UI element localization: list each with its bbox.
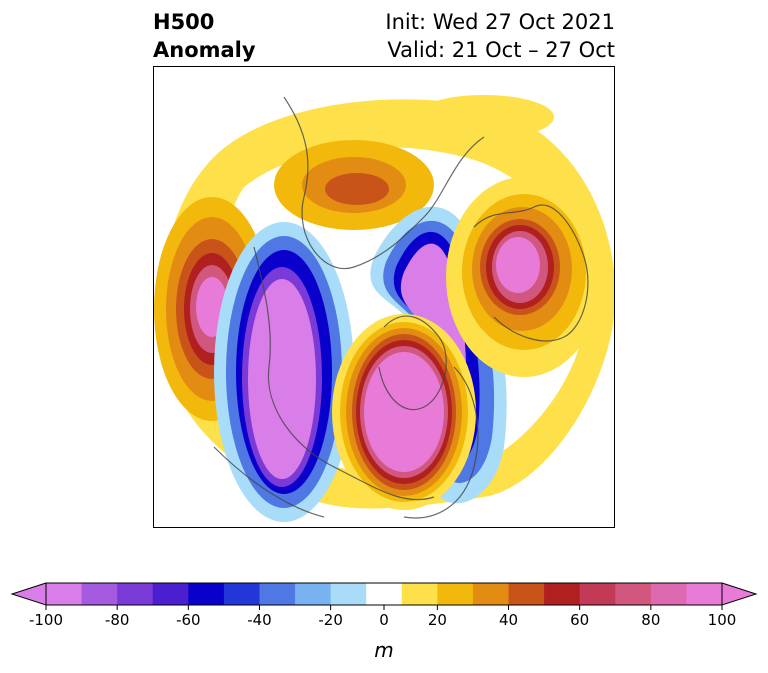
colorbar-tick-label: 0 bbox=[379, 611, 389, 629]
colorbar-tick-label: 40 bbox=[499, 611, 518, 629]
colorbar-cell bbox=[544, 583, 581, 605]
colorbar-tick-label: 60 bbox=[570, 611, 589, 629]
variable-label: H500 bbox=[153, 10, 215, 34]
colorbar-cell bbox=[152, 583, 189, 605]
colorbar-tick-label: -80 bbox=[105, 611, 130, 629]
colorbar-under-arrow bbox=[10, 582, 47, 606]
colorbar-cell bbox=[472, 583, 510, 605]
map-title: H500 Anomaly bbox=[153, 8, 256, 64]
colorbar-cell bbox=[650, 583, 687, 605]
colorbar-cell bbox=[615, 583, 652, 605]
coastlines bbox=[213, 96, 589, 519]
valid-range-label: Valid: 21 Oct – 27 Oct bbox=[387, 38, 615, 62]
colorbar-cell bbox=[81, 583, 118, 605]
colorbar-cell bbox=[401, 583, 438, 605]
anomaly-label: Anomaly bbox=[153, 38, 256, 62]
colorbar-unit: m bbox=[374, 638, 393, 662]
colorbar-cell bbox=[686, 583, 723, 605]
colorbar-ticks: -100 -80 -60 -40 -20 0 20 40 60 80 100 bbox=[29, 605, 736, 629]
colorbar-tick-label: -40 bbox=[247, 611, 272, 629]
init-date-label: Init: Wed 27 Oct 2021 bbox=[385, 10, 615, 34]
colorbar-cell bbox=[437, 583, 474, 605]
colorbar-cell bbox=[330, 583, 367, 605]
polar-stereographic-map bbox=[153, 66, 615, 528]
colorbar-cell bbox=[117, 583, 154, 605]
colorbar-cells bbox=[10, 582, 758, 606]
colorbar-cell bbox=[259, 583, 296, 605]
colorbar-cell bbox=[295, 583, 332, 605]
colorbar-tick-label: -20 bbox=[318, 611, 343, 629]
date-info: Init: Wed 27 Oct 2021 Valid: 21 Oct – 27… bbox=[385, 8, 615, 64]
colorbar-cell bbox=[223, 583, 260, 605]
anomaly-contours bbox=[154, 95, 614, 522]
colorbar-tick-label: -100 bbox=[29, 611, 63, 629]
anomaly-map-svg bbox=[154, 95, 614, 522]
colorbar-cell bbox=[508, 583, 545, 605]
colorbar-tick-label: 20 bbox=[428, 611, 447, 629]
colorbar-cell bbox=[188, 583, 225, 605]
colorbar-tick-label: -60 bbox=[176, 611, 201, 629]
colorbar-over-arrow bbox=[721, 582, 758, 606]
colorbar-tick-label: 80 bbox=[641, 611, 660, 629]
colorbar-cell bbox=[46, 583, 83, 605]
colorbar-tick-label: 100 bbox=[708, 611, 737, 629]
colorbar-cell bbox=[366, 583, 403, 605]
colorbar: -100 -80 -60 -40 -20 0 20 40 60 80 100 m bbox=[10, 582, 758, 662]
colorbar-cell bbox=[579, 583, 616, 605]
